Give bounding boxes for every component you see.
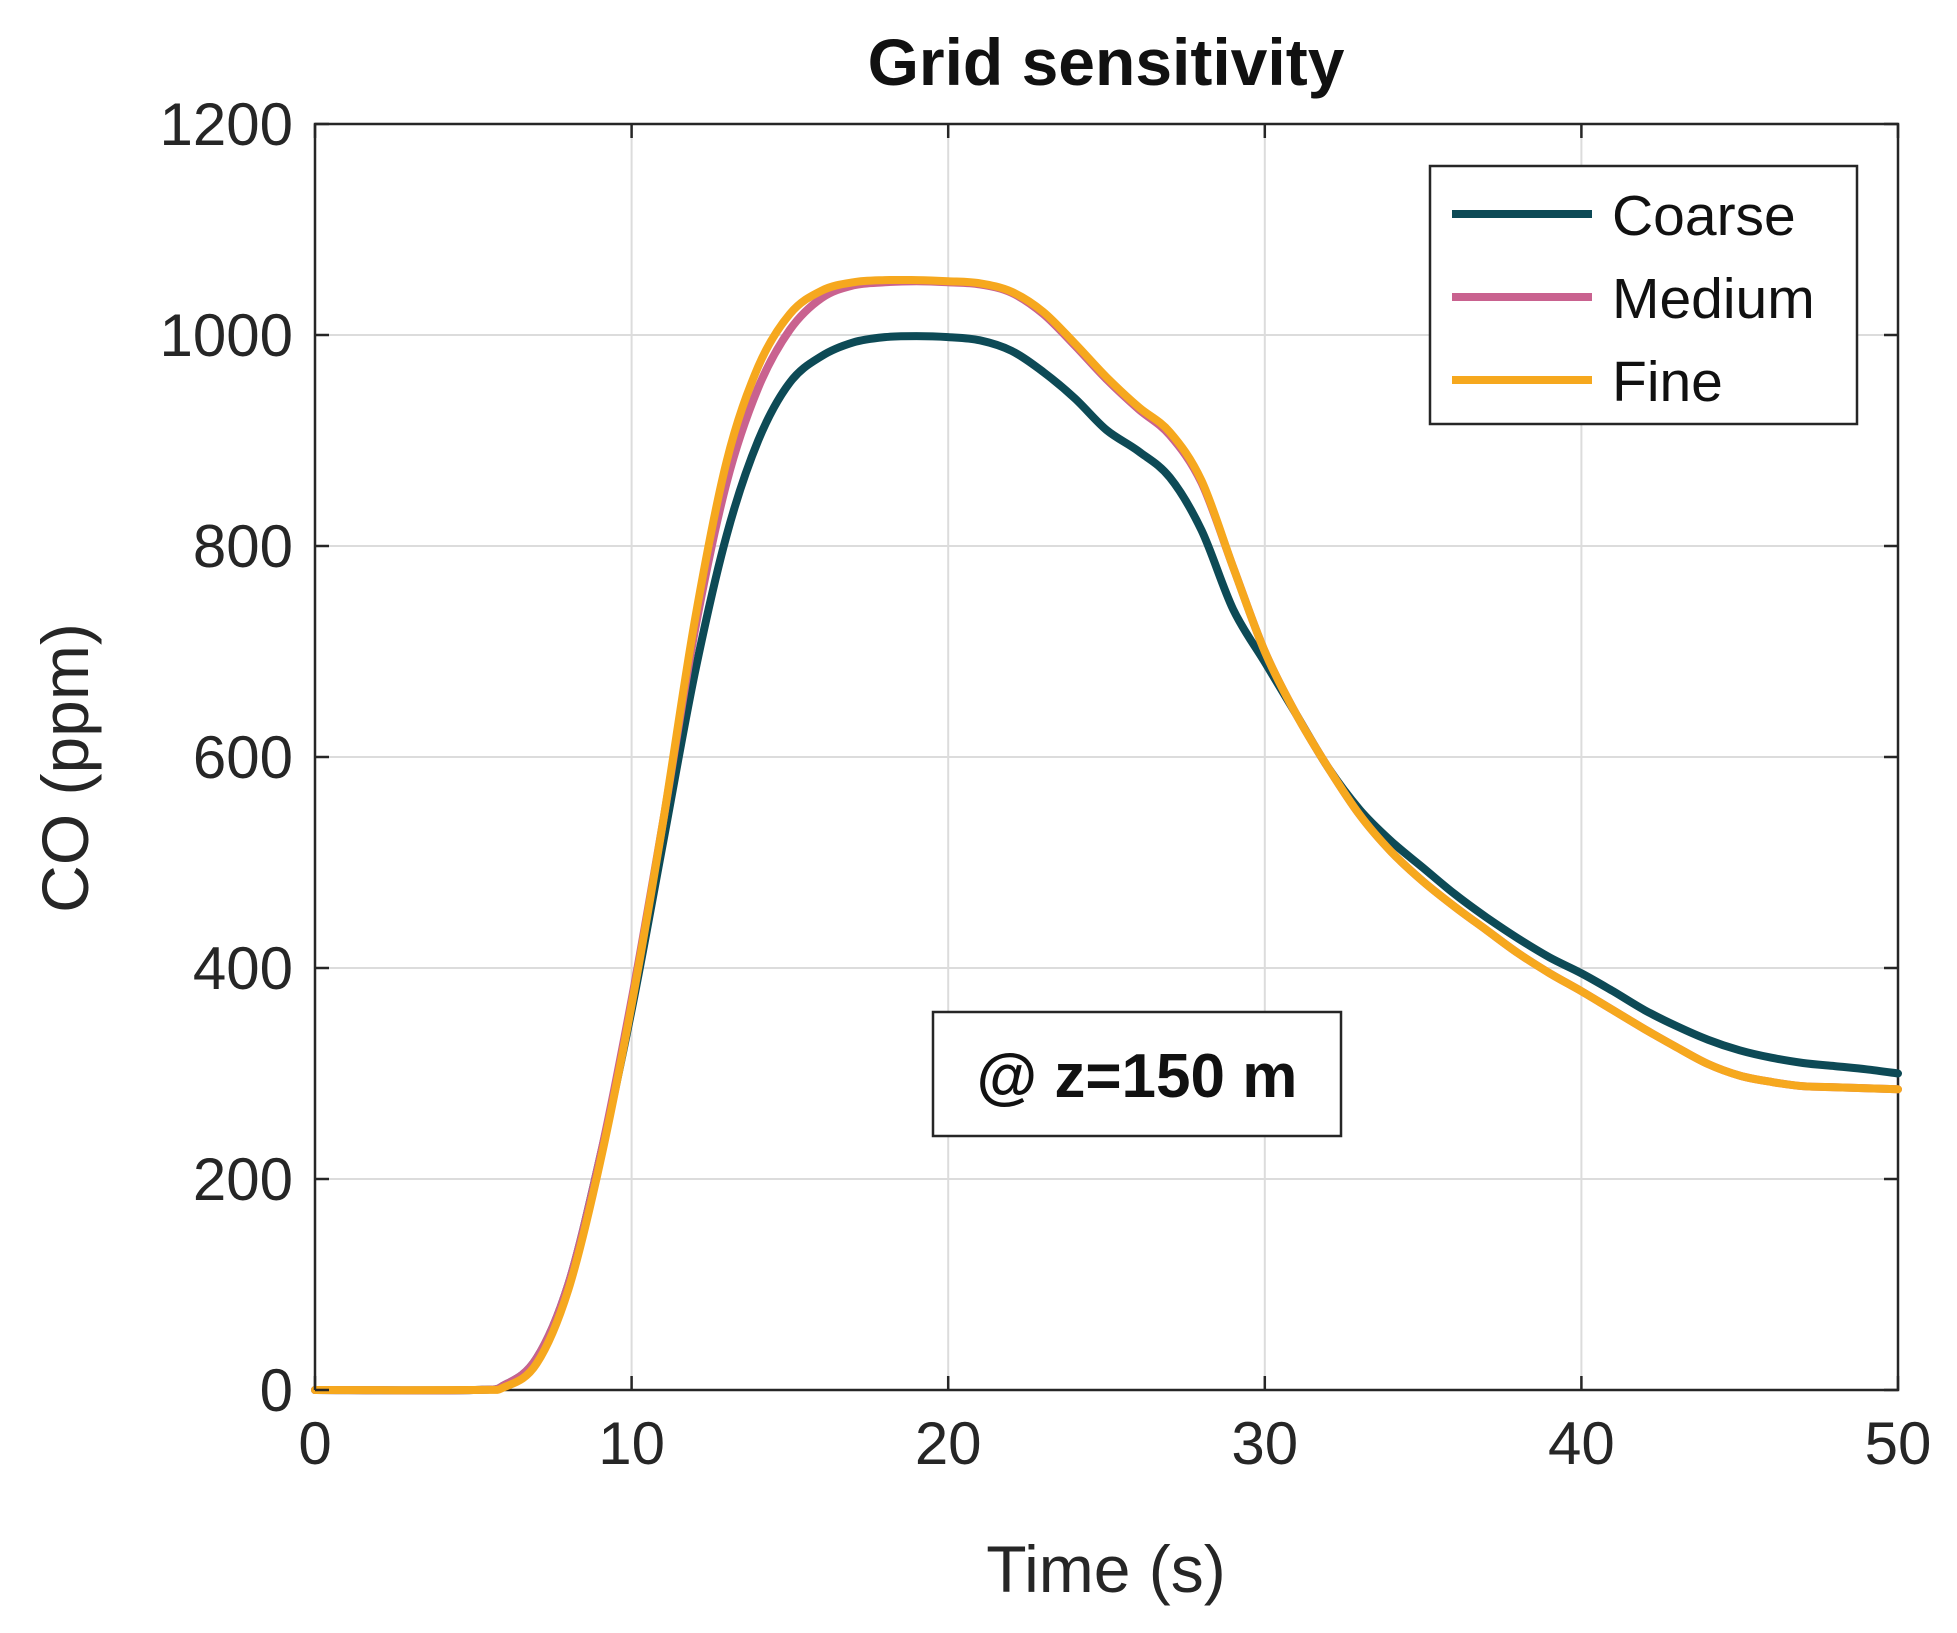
y-tick-label: 1200 bbox=[160, 91, 293, 158]
series-line-fine bbox=[311, 275, 1902, 1395]
series-lines bbox=[311, 275, 1902, 1395]
annotation-text: @ z=150 m bbox=[977, 1042, 1298, 1111]
x-tick-label: 20 bbox=[915, 1410, 982, 1477]
x-tick-label: 10 bbox=[598, 1410, 665, 1477]
y-axis-label: CO (ppm) bbox=[28, 623, 102, 913]
annotation-box: @ z=150 m bbox=[931, 1010, 1343, 1138]
chart-title: Grid sensitivity bbox=[868, 25, 1345, 99]
x-axis-label: Time (s) bbox=[986, 1532, 1226, 1606]
legend: Coarse Medium Fine bbox=[1428, 164, 1859, 426]
y-tick-label: 200 bbox=[193, 1146, 293, 1213]
y-tick-label: 400 bbox=[193, 935, 293, 1002]
annotation-frame bbox=[931, 1010, 1343, 1138]
legend-label-medium: Medium bbox=[1612, 267, 1815, 331]
y-tick-label: 1000 bbox=[160, 302, 293, 369]
y-tick-label: 0 bbox=[260, 1357, 293, 1424]
y-tick-label: 800 bbox=[193, 513, 293, 580]
x-tick-label: 40 bbox=[1548, 1410, 1615, 1477]
legend-label-fine: Fine bbox=[1612, 350, 1723, 414]
x-tick-label: 0 bbox=[298, 1410, 331, 1477]
axis-ticks: 0 10 20 30 40 50 0 200 400 600 800 1000 1200 bbox=[160, 91, 1932, 1477]
y-tick-label: 600 bbox=[193, 724, 293, 791]
x-tick-label: 30 bbox=[1231, 1410, 1298, 1477]
legend-label-coarse: Coarse bbox=[1612, 184, 1796, 248]
x-tick-label: 50 bbox=[1865, 1410, 1932, 1477]
